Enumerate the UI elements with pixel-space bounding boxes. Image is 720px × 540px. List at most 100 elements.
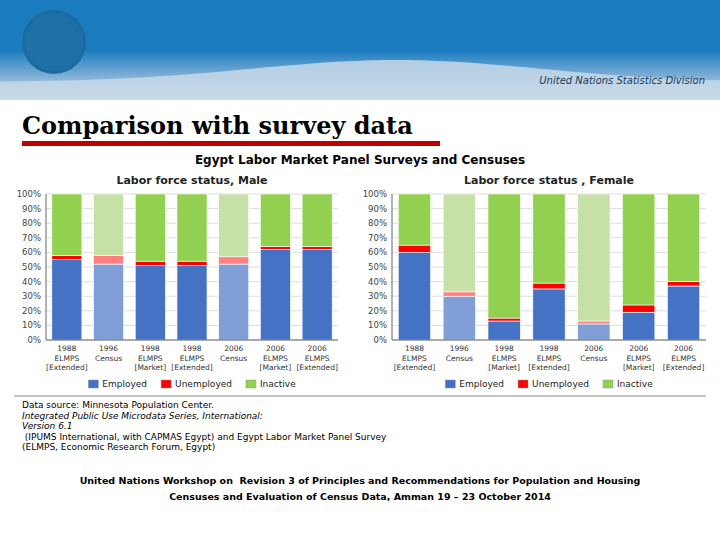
footnote: (IPUMS International, with CAPMAS Egypt)… xyxy=(22,432,387,453)
footnote-event: United Nations Workshop on Revision 3 of… xyxy=(80,475,641,486)
bar-segment xyxy=(488,194,520,318)
header-wave xyxy=(0,60,720,100)
bar-segment xyxy=(398,252,430,340)
grid-line xyxy=(392,340,706,341)
chart-title: Labor force status, Male xyxy=(116,174,267,187)
bar-segment xyxy=(219,264,249,340)
x-tick-label: 1996Census xyxy=(446,344,473,363)
bar-segment xyxy=(578,194,610,321)
y-tick-label: 60% xyxy=(368,247,387,257)
legend-label: Employed xyxy=(459,379,504,389)
bar-segment xyxy=(443,194,475,292)
legend-label: Unemployed xyxy=(532,379,589,389)
legend-label: Inactive xyxy=(260,379,296,389)
legend-swatch xyxy=(445,380,455,388)
legend-label: Employed xyxy=(102,379,147,389)
x-tick-label: 1998ELMPS[Extended] xyxy=(171,344,213,372)
subtitle: Egypt Labor Market Panel Surveys and Cen… xyxy=(195,153,525,167)
chart: Labor force status, Male0%10%20%30%40%50… xyxy=(17,174,338,389)
y-tick-label: 100% xyxy=(17,189,41,199)
x-tick-label: 2006Census xyxy=(220,344,247,363)
header xyxy=(0,0,720,100)
bar-segment xyxy=(260,249,290,340)
bar-segment xyxy=(135,266,165,340)
legend-swatch xyxy=(603,380,613,388)
chart-title: Labor force status , Female xyxy=(464,174,634,187)
bar-segment xyxy=(177,261,207,265)
bar-segment xyxy=(443,296,475,340)
bar-segment xyxy=(398,194,430,245)
bar-segment xyxy=(94,255,124,264)
bar-segment xyxy=(260,194,290,247)
y-tick-label: 10% xyxy=(22,320,41,330)
y-tick-label: 100% xyxy=(363,189,387,199)
x-tick-label: 1998ELMPS[Market] xyxy=(488,344,520,372)
footnote: Integrated Public Use Microdata Series, … xyxy=(22,411,263,432)
title-rule xyxy=(22,141,440,146)
y-tick-label: 60% xyxy=(22,247,41,257)
bar-segment xyxy=(667,282,699,286)
bar-segment xyxy=(52,194,82,255)
bar-segment xyxy=(94,194,124,255)
legend-swatch xyxy=(246,380,256,388)
bar-segment xyxy=(533,289,565,340)
bar-segment xyxy=(177,194,207,261)
grid-line xyxy=(46,340,338,341)
y-tick-label: 50% xyxy=(368,262,387,272)
bar-segment xyxy=(578,324,610,340)
bar-segment xyxy=(177,266,207,340)
bar-segment xyxy=(135,261,165,265)
y-axis xyxy=(46,194,47,340)
y-tick-label: 80% xyxy=(22,218,41,228)
bar-segment xyxy=(302,249,332,340)
bar-segment xyxy=(52,255,82,259)
bar-segment xyxy=(219,194,249,257)
y-tick-label: 70% xyxy=(22,233,41,243)
logo xyxy=(22,10,86,74)
y-tick-label: 90% xyxy=(22,204,41,214)
bar-segment xyxy=(488,321,520,340)
bar-segment xyxy=(302,247,332,250)
bar-segment xyxy=(302,194,332,247)
logo-inner xyxy=(25,13,83,71)
legend-swatch xyxy=(518,380,528,388)
legend-swatch xyxy=(161,380,171,388)
x-tick-label: 1996Census xyxy=(95,344,122,363)
bar-segment xyxy=(488,318,520,321)
x-tick-label: 1988ELMPS[Extended] xyxy=(46,344,88,372)
bar-segment xyxy=(443,292,475,296)
bar-segment xyxy=(667,286,699,340)
x-tick-label: 1988ELMPS[Extended] xyxy=(394,344,436,372)
y-tick-label: 40% xyxy=(22,277,41,287)
y-tick-label: 20% xyxy=(368,306,387,316)
bar-segment xyxy=(219,257,249,264)
bar-segment xyxy=(398,245,430,252)
y-tick-label: 10% xyxy=(368,320,387,330)
legend-label: Inactive xyxy=(617,379,653,389)
y-tick-label: 30% xyxy=(22,291,41,301)
bar-segment xyxy=(623,312,655,340)
header-text: United Nations Statistics Division xyxy=(539,75,705,86)
y-tick-label: 30% xyxy=(368,291,387,301)
legend: EmployedUnemployedInactive xyxy=(88,379,296,389)
bar-segment xyxy=(52,260,82,340)
x-tick-label: 2006ELMPS[Extended] xyxy=(296,344,338,372)
y-tick-label: 90% xyxy=(368,204,387,214)
x-axis xyxy=(392,340,706,341)
bar-segment xyxy=(533,194,565,283)
y-tick-label: 40% xyxy=(368,277,387,287)
x-tick-label: 1998ELMPS[Market] xyxy=(134,344,166,372)
header-band xyxy=(0,0,720,100)
y-tick-label: 0% xyxy=(28,335,42,345)
y-tick-label: 0% xyxy=(374,335,388,345)
divider xyxy=(14,396,706,397)
legend: Employed Unemployed Inactive xyxy=(445,379,653,389)
bar-segment xyxy=(623,305,655,312)
bar-segment xyxy=(94,264,124,340)
x-tick-label: 2006ELMPS[Extended] xyxy=(663,344,705,372)
chart: Labor force status , Female 0% 10% 20% 30% 40… xyxy=(363,174,706,389)
bars xyxy=(398,194,699,340)
page: United Nations Statistics DivisionCompar… xyxy=(0,0,720,540)
bar-segment xyxy=(578,321,610,324)
y-axis xyxy=(392,194,393,340)
